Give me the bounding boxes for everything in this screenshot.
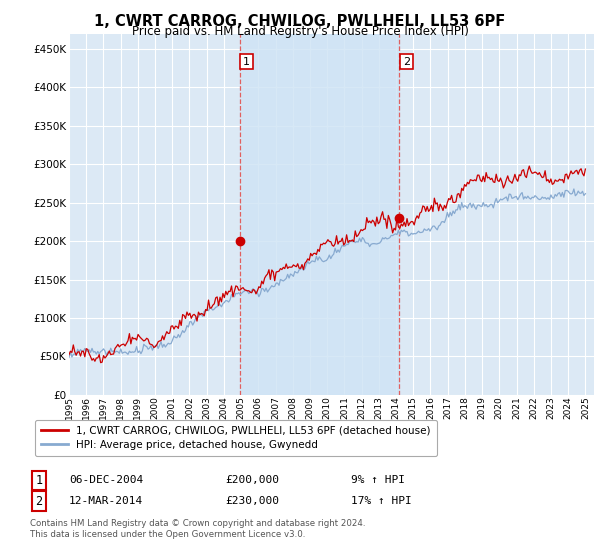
Text: 9% ↑ HPI: 9% ↑ HPI	[351, 475, 405, 486]
Text: 2: 2	[35, 494, 43, 508]
Text: 12-MAR-2014: 12-MAR-2014	[69, 496, 143, 506]
Text: 1, CWRT CARROG, CHWILOG, PWLLHELI, LL53 6PF: 1, CWRT CARROG, CHWILOG, PWLLHELI, LL53 …	[94, 14, 506, 29]
Bar	[240, 34, 400, 395]
Text: 17% ↑ HPI: 17% ↑ HPI	[351, 496, 412, 506]
Text: £230,000: £230,000	[225, 496, 279, 506]
Legend: 1, CWRT CARROG, CHWILOG, PWLLHELI, LL53 6PF (detached house), HPI: Average price: 1, CWRT CARROG, CHWILOG, PWLLHELI, LL53 …	[35, 419, 437, 456]
Text: 1: 1	[35, 474, 43, 487]
Text: £200,000: £200,000	[225, 475, 279, 486]
Text: Price paid vs. HM Land Registry's House Price Index (HPI): Price paid vs. HM Land Registry's House …	[131, 25, 469, 38]
Text: 1: 1	[243, 57, 250, 67]
Text: Contains HM Land Registry data © Crown copyright and database right 2024.: Contains HM Land Registry data © Crown c…	[30, 519, 365, 528]
Text: 2: 2	[403, 57, 410, 67]
Text: This data is licensed under the Open Government Licence v3.0.: This data is licensed under the Open Gov…	[30, 530, 305, 539]
Text: 06-DEC-2004: 06-DEC-2004	[69, 475, 143, 486]
